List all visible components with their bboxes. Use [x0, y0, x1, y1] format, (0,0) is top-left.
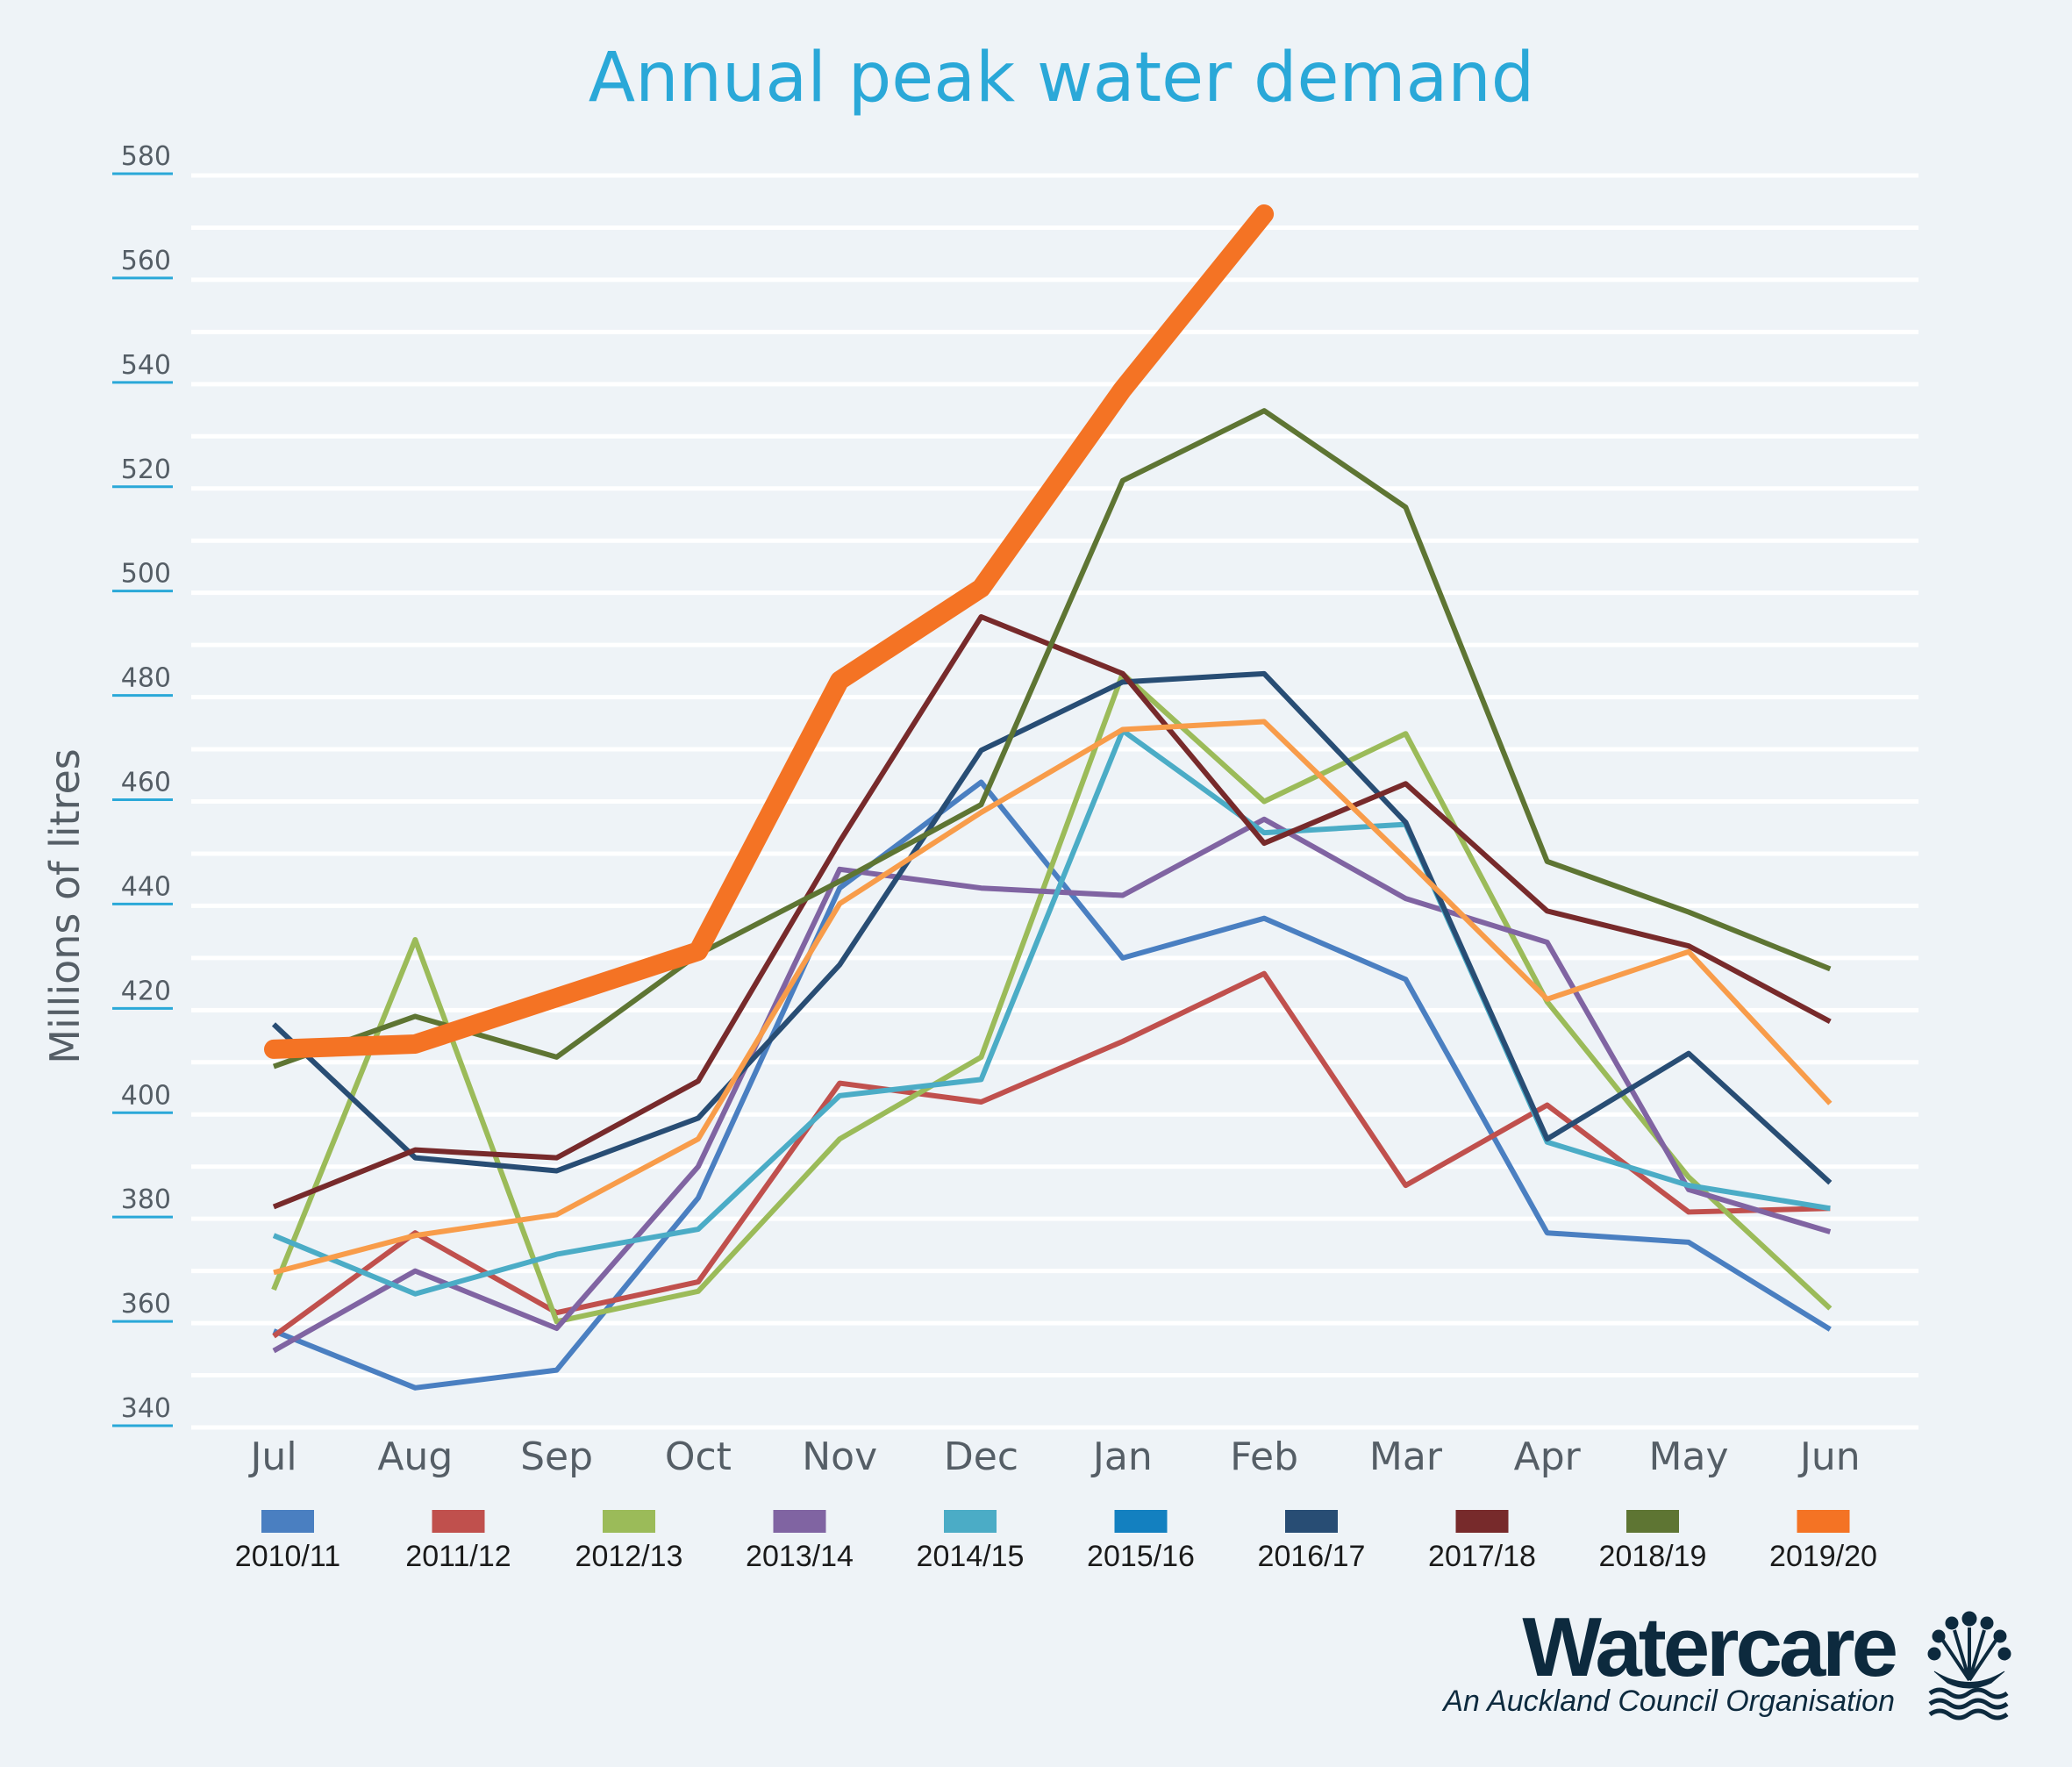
y-tick-label: 460: [121, 768, 171, 798]
y-tick-label: 400: [121, 1080, 171, 1111]
legend-label: 2014/15: [917, 1540, 1025, 1573]
chart-title: Annual peak water demand: [589, 39, 1534, 118]
series-line-2013-14: [272, 816, 1832, 1354]
x-tick-label: Nov: [802, 1434, 877, 1479]
gridlines: [191, 173, 1918, 1430]
y-tick-label: 520: [121, 454, 171, 485]
y-tick-label: 500: [121, 559, 171, 590]
legend-swatch: [944, 1510, 997, 1533]
y-tick-label: 560: [121, 246, 171, 276]
legend-label: 2010/11: [235, 1540, 340, 1573]
y-ticks: 340 360 380 400 420 440 460 480 500 520 540 560 580: [112, 141, 173, 1427]
series-line-2014-15: [272, 727, 1831, 1297]
legend-swatch: [1626, 1510, 1679, 1533]
legend-swatch: [773, 1510, 826, 1533]
series-line-2018-19: [272, 408, 1832, 1070]
y-tick-label: 340: [121, 1393, 171, 1424]
legend-swatch: [1797, 1510, 1850, 1533]
x-tick-label: Apr: [1514, 1434, 1582, 1479]
series-lines: [264, 204, 1833, 1391]
logo-name: Watercare: [1522, 1600, 1896, 1694]
legend-label: 2011/12: [405, 1540, 511, 1573]
y-tick-label: 440: [121, 871, 171, 902]
legend-swatch: [1114, 1510, 1168, 1533]
legend-swatch: [432, 1510, 485, 1533]
x-tick-label: Mar: [1369, 1434, 1443, 1479]
y-axis-label: Millions of litres: [41, 748, 89, 1063]
x-tick-label: May: [1649, 1434, 1729, 1479]
y-tick-label: 480: [121, 663, 171, 694]
legend-label: 2015/16: [1087, 1540, 1195, 1573]
x-tick-label: Jan: [1090, 1434, 1153, 1479]
legend-label: 2018/19: [1599, 1540, 1707, 1573]
legend-label: 2019/20: [1769, 1540, 1877, 1573]
legend-swatch: [1455, 1510, 1509, 1533]
legend-swatch: [261, 1510, 314, 1533]
legend: 2010/11 2011/12 2012/13 2013/14 2014/15 2015/…: [235, 1510, 1877, 1573]
series-line-unlabeled: [273, 719, 1833, 1276]
y-tick-label: 360: [121, 1289, 171, 1320]
x-tick-label: Jul: [247, 1434, 297, 1479]
legend-label: 2013/14: [746, 1540, 854, 1573]
legend-swatch: [603, 1510, 655, 1533]
y-tick-label: 580: [121, 141, 171, 172]
series-line-2016-17: [271, 670, 1833, 1185]
series-line-2012-13: [271, 670, 1833, 1325]
y-tick-label: 420: [121, 976, 171, 1006]
x-tick-label: Aug: [377, 1434, 453, 1479]
x-tick-label: Dec: [944, 1434, 1018, 1479]
series-line-2019-20: [264, 204, 1275, 1059]
legend-label: 2012/13: [575, 1540, 683, 1573]
x-tick-label: Oct: [665, 1434, 732, 1479]
y-tick-label: 540: [121, 350, 171, 381]
series-line-2010-11: [272, 779, 1832, 1391]
legend-label: 2017/18: [1428, 1540, 1536, 1573]
legend-label: 2016/17: [1258, 1540, 1366, 1573]
pohutukawa-logo-icon: [1927, 1611, 2011, 1720]
x-tick-label: Feb: [1230, 1434, 1298, 1479]
logo-tagline: An Auckland Council Organisation: [1441, 1685, 1895, 1718]
watercare-logo: Watercare An Auckland Council Organisati…: [1441, 1600, 2011, 1720]
x-ticks: Jul Aug Sep Oct Nov Dec Jan Feb Mar Apr May Jun: [247, 1434, 1860, 1479]
x-tick-label: Sep: [520, 1434, 593, 1479]
legend-swatch: [1285, 1510, 1338, 1533]
x-tick-label: Jun: [1797, 1434, 1861, 1479]
y-tick-label: 380: [121, 1184, 171, 1215]
